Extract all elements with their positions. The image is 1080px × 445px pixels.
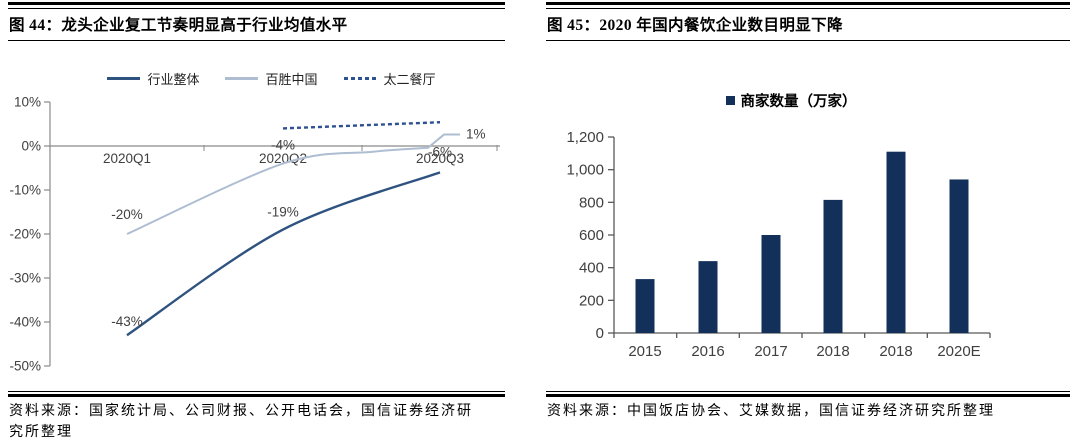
- legend-item-yumchina: 百胜中国: [225, 69, 318, 88]
- x-tick-label: 2017: [754, 343, 787, 360]
- y-tick-label: -10%: [9, 183, 41, 198]
- yumchina-line: [126, 133, 460, 235]
- bar: [823, 199, 843, 333]
- x-tick-label: 2020Q3: [416, 151, 464, 166]
- legend-label-merchants: 商家数量（万家）: [740, 94, 857, 110]
- bar: [698, 261, 718, 333]
- point-label: -4%: [271, 138, 295, 153]
- y-tick-label: 1,200: [566, 129, 604, 146]
- bottom-divider: [8, 391, 505, 397]
- y-tick-label: 0%: [21, 139, 41, 154]
- x-tick-label: 2020Q2: [259, 151, 307, 166]
- figure-45-title: 图 45：2020 年国内餐饮企业数目明显下降: [547, 17, 843, 34]
- y-tick-label: 0: [596, 325, 604, 342]
- x-tick-label: 2018: [879, 343, 912, 360]
- top-divider: [546, 2, 1070, 9]
- x-tick-label: 2020Q1: [103, 151, 151, 166]
- bar-chart: 0 200 400 600 800 1,000 1,200 2015 2016 2017 2018 2…: [566, 129, 991, 360]
- line-chart-legend: 行业整体 百胜中国 太二餐厅: [38, 69, 505, 88]
- figure-45-source: 资料来源：中国饭店协会、艾媒数据，国信证券经济研究所整理: [547, 404, 995, 419]
- y-tick-label: 200: [579, 292, 604, 309]
- point-label: -19%: [267, 205, 299, 220]
- industry-line: [126, 171, 441, 337]
- point-label: -20%: [111, 207, 143, 222]
- x-tick-label: 2018: [816, 343, 849, 360]
- title-divider: [546, 40, 1070, 41]
- figure-44-panel: 图 44：龙头企业复工节奏明显高于行业均值水平 行业整体 百胜中国 太二餐厅 1…: [8, 0, 505, 445]
- x-tick-label: 2020E: [937, 343, 980, 360]
- line-chart: 10% 0% -10% -20% -30% -40% -50% 2020Q1 2020Q2 202…: [9, 95, 500, 374]
- point-label: -6%: [428, 144, 452, 159]
- bar: [949, 179, 969, 333]
- y-tick-label: 600: [579, 227, 604, 244]
- taier-line-swatch: [343, 77, 377, 80]
- bottom-divider: [546, 391, 1070, 397]
- industry-line-swatch: [107, 77, 141, 80]
- y-tick-label: 800: [579, 194, 604, 211]
- x-tick-label: 2015: [628, 343, 661, 360]
- y-tick-label: 10%: [14, 95, 41, 110]
- yumchina-line-swatch: [225, 77, 259, 80]
- bar: [761, 235, 781, 333]
- y-tick-label: 1,000: [566, 162, 604, 179]
- bar-chart-legend: 商家数量（万家）: [546, 90, 1036, 111]
- legend-label-yumchina: 百胜中国: [265, 72, 318, 87]
- y-tick-label: 400: [579, 260, 604, 277]
- point-label: -43%: [111, 314, 143, 329]
- bar: [886, 151, 906, 333]
- bar: [635, 279, 655, 333]
- legend-item-taier: 太二餐厅: [343, 69, 436, 88]
- y-tick-label: -30%: [9, 271, 41, 286]
- y-tick-label: -50%: [9, 359, 41, 374]
- taier-line: [282, 121, 441, 130]
- legend-label-taier: 太二餐厅: [383, 72, 436, 87]
- merchant-count-swatch: [725, 96, 735, 105]
- point-label: 1%: [466, 127, 486, 142]
- figure-45-panel: 图 45：2020 年国内餐饮企业数目明显下降 商家数量（万家） 0 200 400…: [546, 0, 1070, 445]
- legend-item-merchants: 商家数量（万家）: [725, 90, 857, 111]
- top-divider: [8, 2, 505, 9]
- figure-44-source: 资料来源：国家统计局、公司财报、公开电话会，国信证券经济研究所整理: [9, 404, 473, 440]
- legend-item-industry: 行业整体: [107, 69, 199, 88]
- x-tick-label: 2016: [691, 343, 724, 360]
- y-tick-label: -20%: [9, 227, 41, 242]
- legend-label-industry: 行业整体: [147, 72, 200, 87]
- figure-44-title: 图 44：龙头企业复工节奏明显高于行业均值水平: [9, 17, 348, 34]
- y-tick-label: -40%: [9, 315, 41, 330]
- title-divider: [8, 40, 505, 41]
